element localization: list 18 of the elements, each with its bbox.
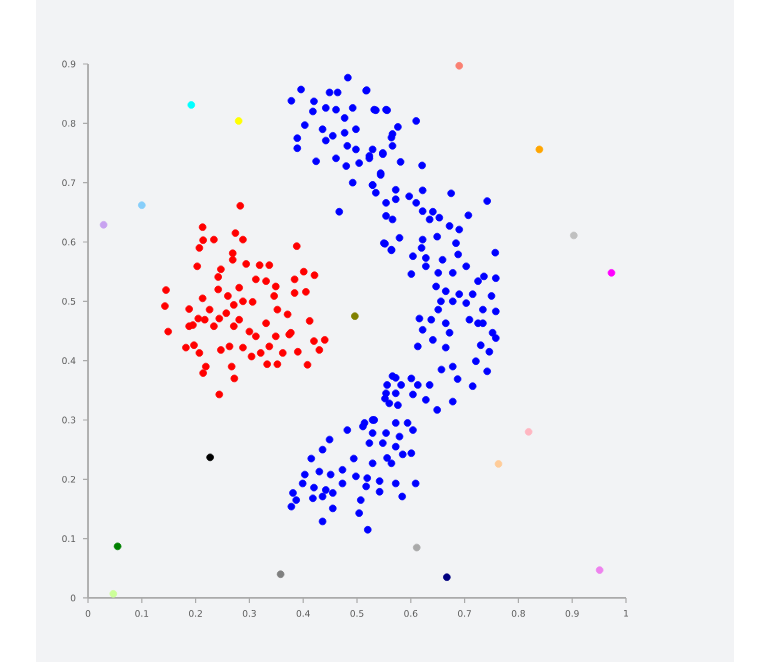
point xyxy=(99,220,108,229)
point xyxy=(595,566,604,574)
point xyxy=(138,201,146,209)
point xyxy=(535,145,544,154)
point xyxy=(570,231,578,240)
point xyxy=(109,590,118,598)
point xyxy=(351,312,359,320)
point xyxy=(607,269,616,277)
point xyxy=(455,61,464,70)
point xyxy=(524,428,533,436)
point xyxy=(187,101,196,109)
point xyxy=(494,460,503,468)
point xyxy=(206,453,214,462)
point xyxy=(234,117,243,125)
point xyxy=(443,573,451,582)
point xyxy=(276,570,285,579)
point xyxy=(113,542,122,551)
point xyxy=(412,543,421,552)
